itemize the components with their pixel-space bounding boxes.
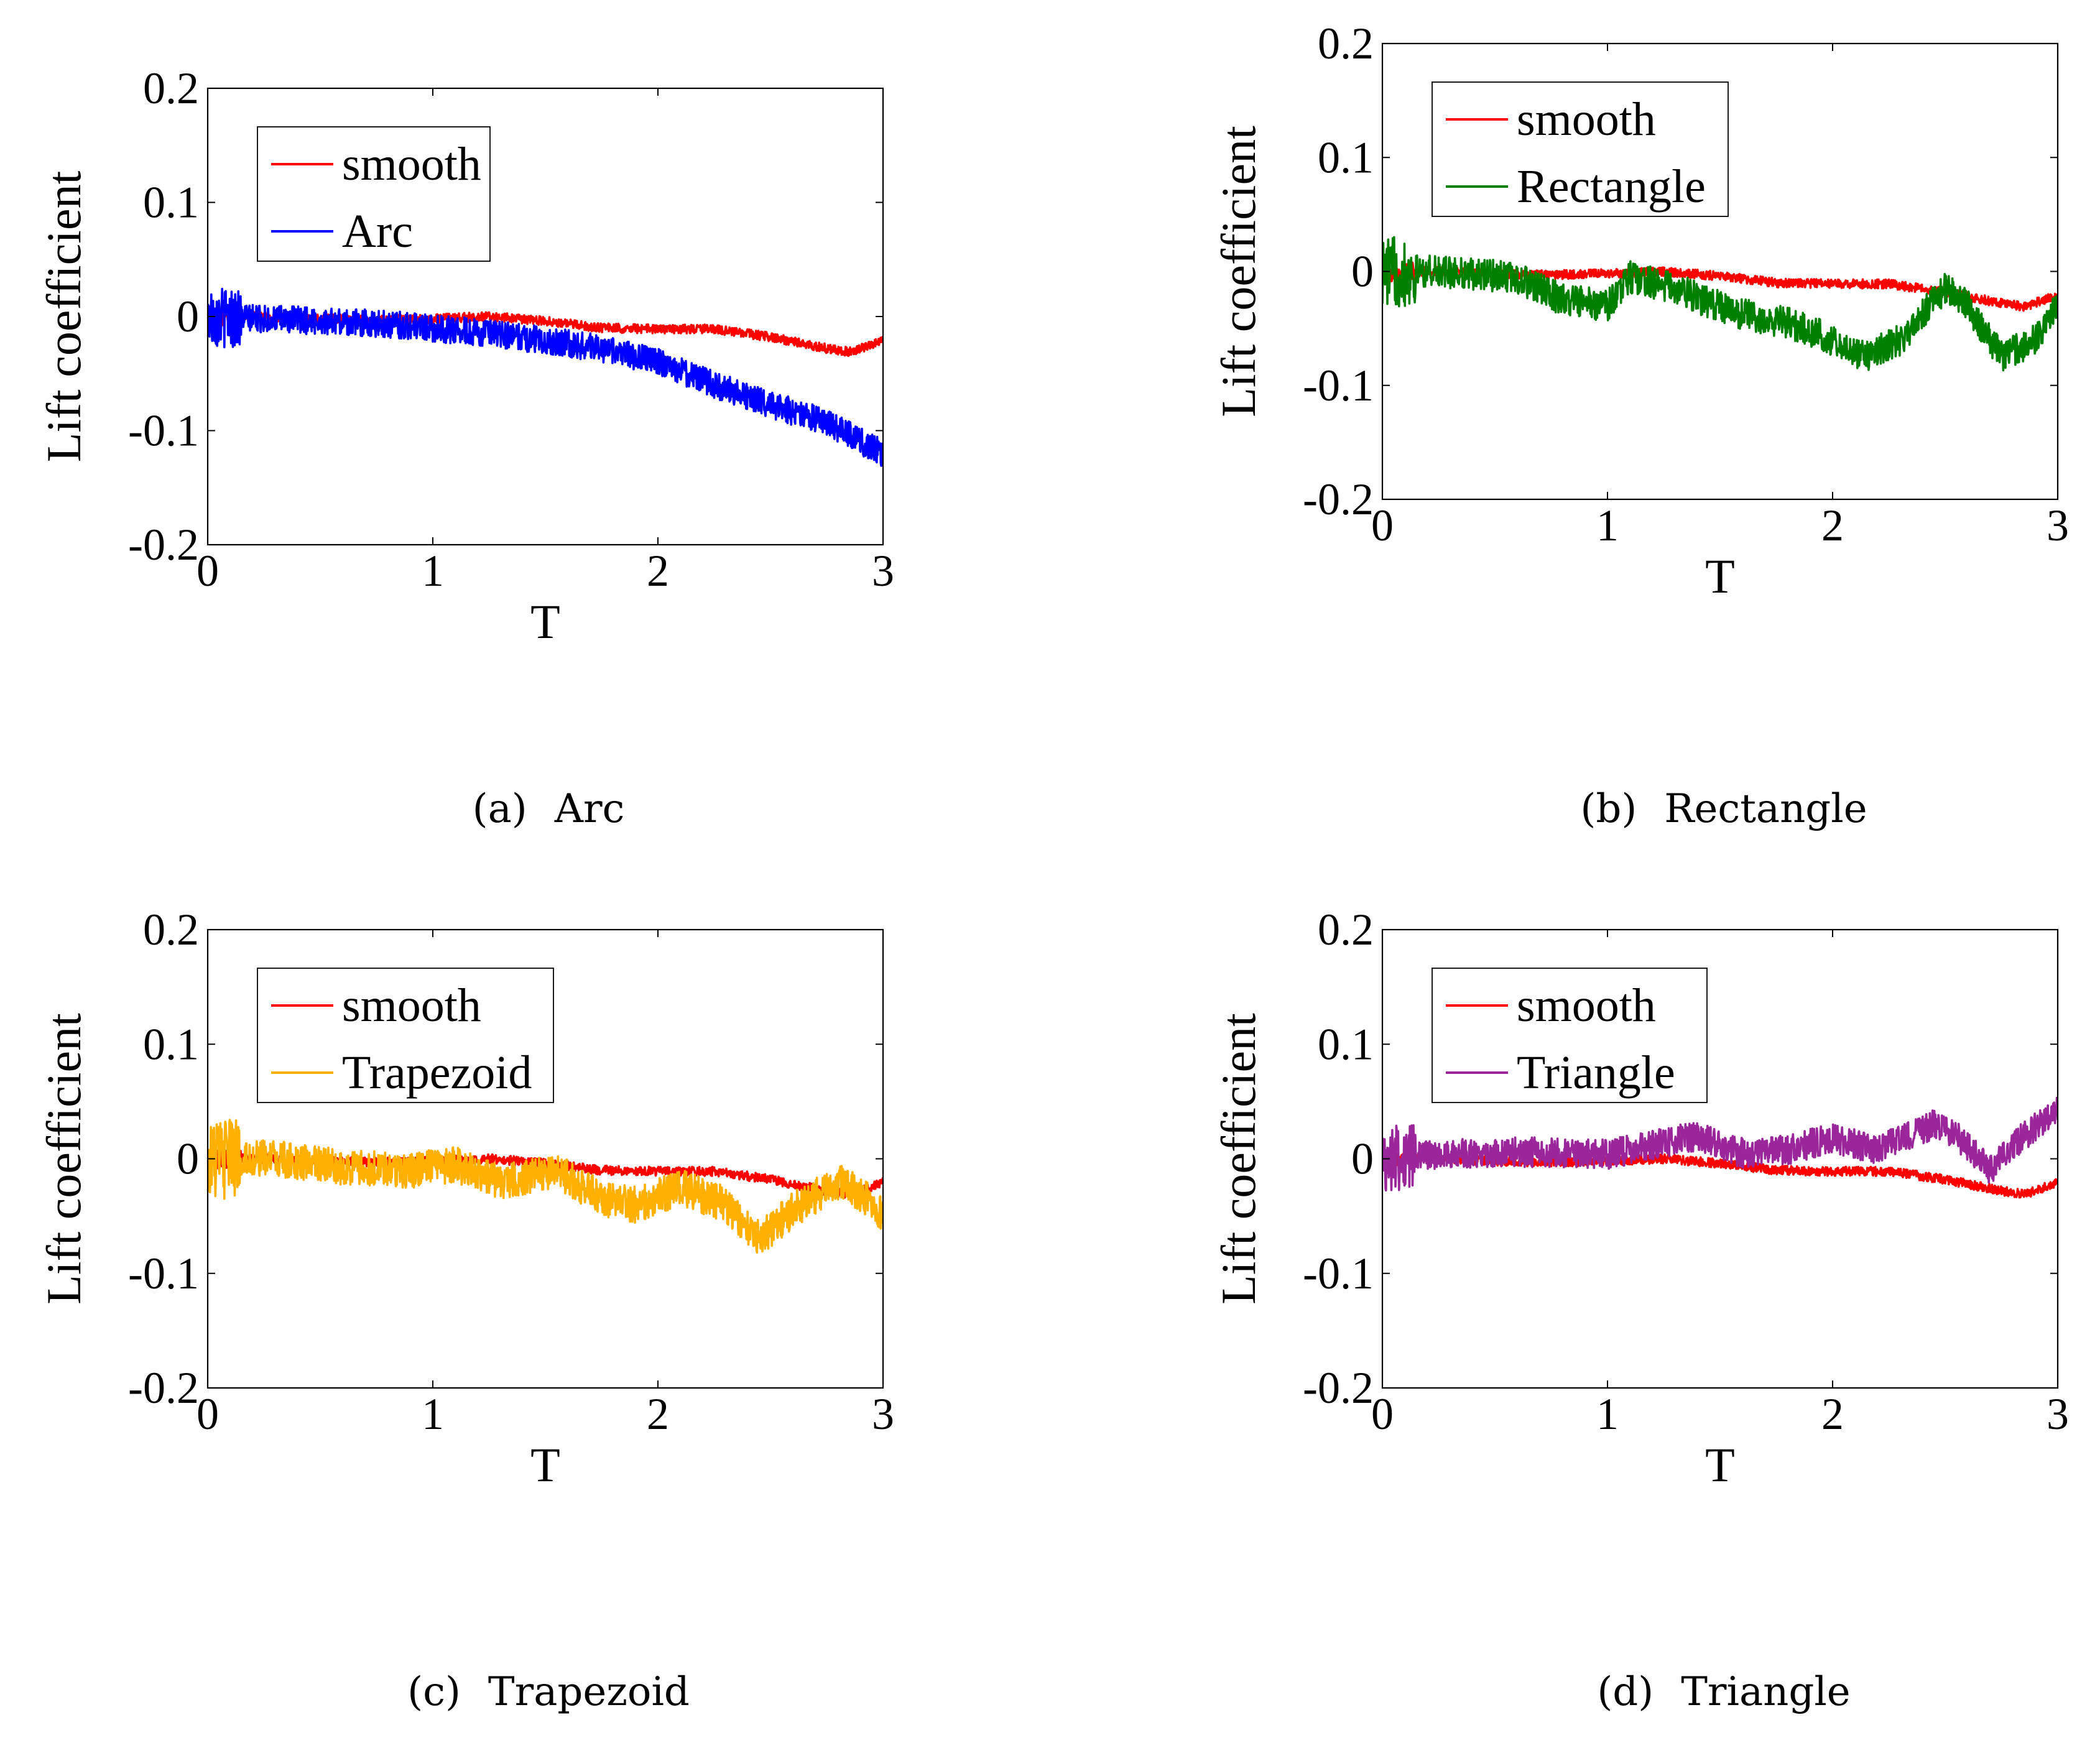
caption-letter: (d): [1597, 1669, 1654, 1715]
legend-box: [257, 126, 491, 262]
legend-box: [257, 968, 554, 1103]
y-tick-label: -0.1: [128, 1249, 199, 1298]
legend-box: [1432, 81, 1729, 217]
y-tick-label: 0: [1351, 247, 1374, 297]
y-tick-label: -0.2: [128, 1363, 199, 1413]
y-tick-label: -0.2: [128, 520, 199, 570]
legend-label-smooth: smooth: [342, 138, 481, 190]
x-tick-label: 2: [647, 1389, 669, 1439]
legend-box: [1432, 968, 1708, 1103]
y-tick-label: 0.1: [1318, 1019, 1374, 1069]
legend-label-rectangle: Rectangle: [1517, 160, 1706, 213]
y-tick-label: 0.2: [1318, 905, 1374, 955]
series-line-arc: [208, 287, 883, 467]
series-line-trapezoid: [208, 1119, 883, 1254]
x-tick-label: 3: [872, 546, 894, 596]
x-tick-label: 0: [197, 546, 219, 596]
legend-label-trapezoid: Trapezoid: [342, 1047, 532, 1099]
y-tick-label: -0.1: [128, 406, 199, 456]
panel-caption: (a) Arc: [473, 786, 625, 832]
y-axis-label: Lift coefficient: [1211, 1013, 1265, 1305]
y-tick-label: -0.1: [1303, 361, 1374, 410]
x-tick-label: 0: [1371, 1389, 1394, 1439]
series-group: [1382, 1096, 2058, 1199]
caption-name: Rectangle: [1664, 786, 1867, 832]
x-tick-label: 0: [197, 1389, 219, 1439]
series-line-triangle: [1382, 1096, 2058, 1192]
series-group: [208, 287, 883, 467]
y-axis-label: Lift coefficient: [1211, 126, 1265, 417]
caption-name: Trapezoid: [488, 1669, 690, 1715]
x-tick-label: 1: [1596, 501, 1619, 550]
x-tick-label: 1: [422, 1389, 444, 1439]
series-line-rectangle: [1382, 236, 2058, 372]
chart-panel-a: 0 1 2 3 -0.2 -0.1 0 0.1 0.2 T Lift coefficient smoo…: [37, 63, 894, 832]
caption-name: Arc: [554, 786, 625, 832]
legend-label-smooth: smooth: [342, 979, 481, 1032]
y-axis-label: Lift coefficient: [37, 1013, 91, 1305]
panel-caption: (b) Rectangle: [1580, 786, 1867, 832]
y-tick-label: 0.1: [143, 1019, 199, 1069]
legend-label-smooth: smooth: [1517, 93, 1656, 146]
chart-panel-d: 0 1 2 3 -0.2 -0.1 0 0.1 0.2 T Lift coefficient smoo…: [1211, 905, 2069, 1715]
caption-letter: (a): [473, 786, 527, 832]
panel-caption: (c) Trapezoid: [407, 1669, 690, 1715]
caption-name: Triangle: [1681, 1669, 1850, 1715]
series-group: [1382, 236, 2058, 372]
x-tick-label: 0: [1371, 501, 1394, 550]
caption-letter: (c): [407, 1669, 461, 1715]
x-axis-label: T: [1705, 1438, 1735, 1492]
legend-label-triangle: Triangle: [1517, 1047, 1675, 1099]
y-tick-label: 0.2: [1318, 19, 1374, 68]
x-tick-label: 1: [422, 546, 444, 596]
x-tick-label: 3: [2047, 1389, 2069, 1439]
series-group: [208, 1119, 883, 1254]
x-tick-label: 3: [2047, 501, 2069, 550]
x-axis-label: T: [530, 594, 560, 649]
series-line-smooth: [1382, 1147, 2058, 1199]
caption-letter: (b): [1580, 786, 1637, 832]
x-axis-label: T: [1705, 549, 1735, 603]
panel-caption: (d) Triangle: [1597, 1669, 1850, 1715]
y-tick-label: 0.2: [143, 63, 199, 113]
y-tick-label: 0.1: [1318, 132, 1374, 182]
x-tick-label: 2: [1821, 1389, 1844, 1439]
x-tick-label: 2: [647, 546, 669, 596]
y-tick-label: -0.2: [1303, 1363, 1374, 1413]
x-tick-label: 2: [1821, 501, 1844, 550]
x-tick-label: 3: [872, 1389, 894, 1439]
y-tick-label: 0.2: [143, 905, 199, 955]
chart-panel-c: 0 1 2 3 -0.2 -0.1 0 0.1 0.2 T Lift coefficient smoo…: [37, 905, 894, 1715]
y-tick-label: -0.2: [1303, 474, 1374, 524]
legend-label-smooth: smooth: [1517, 979, 1656, 1032]
y-tick-label: 0: [177, 1134, 199, 1184]
chart-panel-b: 0 1 2 3 -0.2 -0.1 0 0.1 0.2 T Lift coefficient smoo…: [1211, 19, 2069, 832]
y-tick-label: 0: [1351, 1134, 1374, 1184]
legend-label-arc: Arc: [342, 205, 413, 257]
y-tick-label: 0: [177, 292, 199, 341]
y-axis-label: Lift coefficient: [37, 170, 91, 462]
x-axis-label: T: [530, 1438, 560, 1492]
y-tick-label: -0.1: [1303, 1249, 1374, 1298]
y-tick-label: 0.1: [143, 178, 199, 228]
x-tick-label: 1: [1596, 1389, 1619, 1439]
